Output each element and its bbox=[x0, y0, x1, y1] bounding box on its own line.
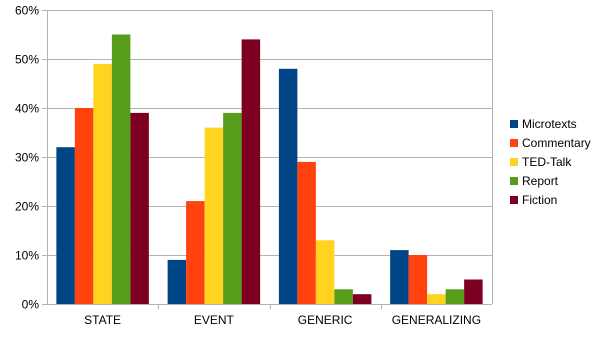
legend-label: TED-Talk bbox=[522, 155, 572, 169]
legend-swatch bbox=[510, 120, 518, 128]
bar-report-generalizing bbox=[445, 289, 465, 304]
y-tick-label: 10% bbox=[15, 249, 39, 263]
bar-commentary-generic bbox=[297, 161, 316, 304]
legend-label: Report bbox=[522, 174, 559, 188]
y-tick-label: 40% bbox=[15, 102, 39, 116]
y-tick-label: 20% bbox=[15, 200, 39, 214]
bar-ted-talk-generic bbox=[315, 240, 335, 304]
bar-microtexts-generic bbox=[278, 68, 298, 304]
x-category-label: GENERIC bbox=[298, 313, 353, 327]
bar-fiction-state bbox=[130, 112, 149, 305]
bar-fiction-generic bbox=[352, 294, 372, 304]
axes bbox=[42, 10, 493, 309]
bar-commentary-generalizing bbox=[408, 255, 428, 304]
legend-swatch bbox=[510, 196, 518, 204]
x-category-label: EVENT bbox=[194, 313, 235, 327]
y-tick-label: 0% bbox=[22, 298, 40, 312]
bar-fiction-generalizing bbox=[464, 279, 483, 304]
bar-ted-talk-event bbox=[204, 127, 224, 304]
bars bbox=[56, 34, 483, 305]
x-category-label: GENERALIZING bbox=[392, 313, 481, 327]
bar-microtexts-state bbox=[56, 147, 75, 304]
bar-fiction-event bbox=[241, 39, 261, 305]
bar-ted-talk-generalizing bbox=[427, 294, 446, 304]
legend-label: Commentary bbox=[522, 136, 591, 150]
legend: Microtexts Commentary TED-Talk Report Fictio… bbox=[510, 117, 591, 207]
y-tick-label: 30% bbox=[15, 151, 39, 165]
legend-swatch bbox=[510, 158, 518, 166]
bar-microtexts-generalizing bbox=[390, 250, 409, 304]
bar-commentary-state bbox=[74, 108, 94, 304]
y-tick-label: 60% bbox=[15, 4, 39, 18]
bar-ted-talk-state bbox=[93, 63, 112, 305]
legend-swatch bbox=[510, 139, 518, 147]
x-category-label: STATE bbox=[84, 313, 121, 327]
legend-label: Microtexts bbox=[522, 117, 577, 131]
x-axis-categories: STATE EVENT GENERIC GENERALIZING bbox=[84, 313, 481, 327]
legend-label: Fiction bbox=[522, 193, 557, 207]
bar-report-state bbox=[111, 34, 131, 304]
legend-swatch bbox=[510, 177, 518, 185]
bar-report-generic bbox=[334, 289, 353, 304]
bar-report-event bbox=[223, 112, 242, 305]
y-tick-label: 50% bbox=[15, 53, 39, 67]
y-axis-ticks: 0% 10% 20% 30% 40% 50% 60% bbox=[15, 4, 39, 312]
bar-microtexts-event bbox=[167, 259, 187, 304]
bar-commentary-event bbox=[186, 201, 205, 304]
